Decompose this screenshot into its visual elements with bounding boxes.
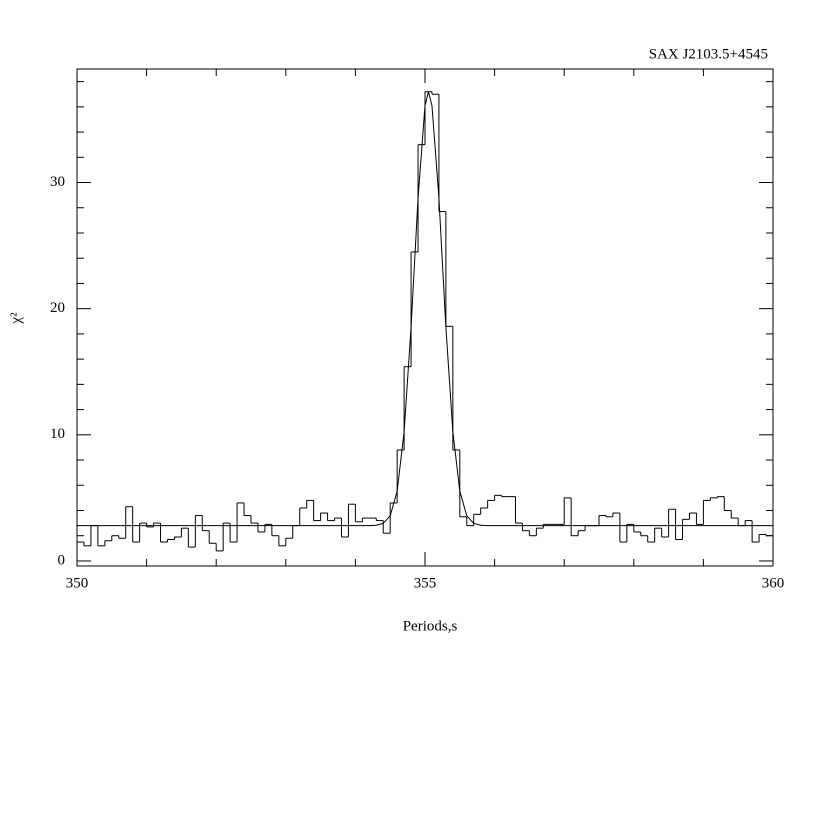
y-tick-label: 20: [50, 300, 65, 316]
x-axis-label: Periods,s: [403, 618, 458, 634]
y-tick-label: 0: [58, 552, 66, 568]
y-tick-label: 30: [50, 174, 65, 190]
y-axis-label: χ²: [8, 312, 24, 325]
x-tick-label: 350: [66, 575, 89, 591]
x-tick-label: 360: [762, 575, 785, 591]
chart-title: SAX J2103.5+4545: [649, 46, 768, 62]
x-tick-label: 355: [414, 575, 437, 591]
fit-curve: [77, 91, 773, 527]
y-tick-label: 10: [50, 426, 65, 442]
